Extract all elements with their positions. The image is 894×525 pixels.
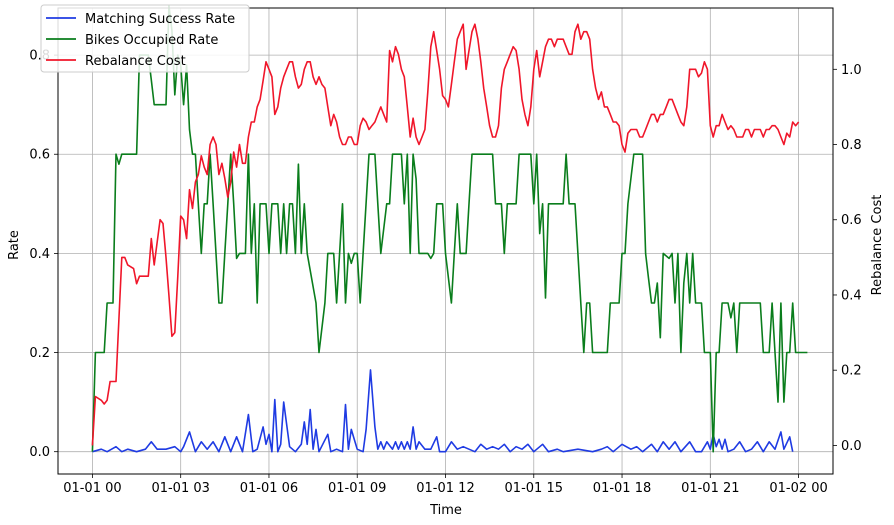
matching-success-rate-line: [92, 369, 794, 453]
x-tick-label: 01-01 21: [681, 481, 739, 496]
y-left-tick-label: 0.6: [29, 148, 50, 163]
y-left-tick-label: 0.2: [29, 346, 50, 361]
x-axis-label: Time: [429, 503, 462, 518]
legend-entry-bikes-occupied-rate-label: Bikes Occupied Rate: [85, 33, 218, 48]
y-right-tick-label: 0.4: [841, 288, 862, 303]
x-tick-label: 01-02 00: [769, 481, 827, 496]
y-left-tick-label: 0.0: [29, 445, 50, 460]
y-axis-label-left: Rate: [7, 230, 22, 260]
legend-box: [40, 4, 250, 73]
y-right-tick-label: 0.6: [841, 213, 862, 228]
series-layer: [91, 4, 808, 453]
x-tick-label: 01-01 00: [63, 481, 121, 496]
x-tick-label: 01-01 12: [416, 481, 474, 496]
rebalance-cost-line: [91, 23, 800, 446]
y-axis-right: 0.0 0.2 0.4 0.6 0.8 1.0: [833, 63, 862, 454]
x-tick-label: 01-01 03: [151, 481, 209, 496]
y-right-tick-label: 0.2: [841, 364, 862, 379]
y-left-tick-label: 0.4: [29, 247, 50, 262]
y-right-tick-label: 1.0: [841, 63, 862, 78]
legend-entry-rebalance-cost-label: Rebalance Cost: [85, 54, 186, 69]
x-axis: 01-01 00 01-01 03 01-01 06 01-01 09 01-01 12…: [63, 474, 828, 496]
y-right-tick-label: 0.8: [841, 138, 862, 153]
x-tick-label: 01-01 06: [240, 481, 298, 496]
x-tick-label: 01-01 18: [593, 481, 651, 496]
y-right-tick-label: 0.0: [841, 439, 862, 454]
legend: Matching Success Rate Bikes Occupied Rate…: [40, 4, 250, 73]
x-tick-label: 01-01 15: [505, 481, 563, 496]
bikes-occupied-rate-line: [91, 4, 808, 453]
grid: [58, 8, 833, 474]
y-axis-left: 0.00.20.40.60.8: [29, 49, 58, 460]
legend-entry-matching-success-rate-label: Matching Success Rate: [85, 12, 235, 27]
y-axis-label-right: Rebalance Cost: [870, 195, 885, 296]
x-tick-label: 01-01 09: [328, 481, 386, 496]
